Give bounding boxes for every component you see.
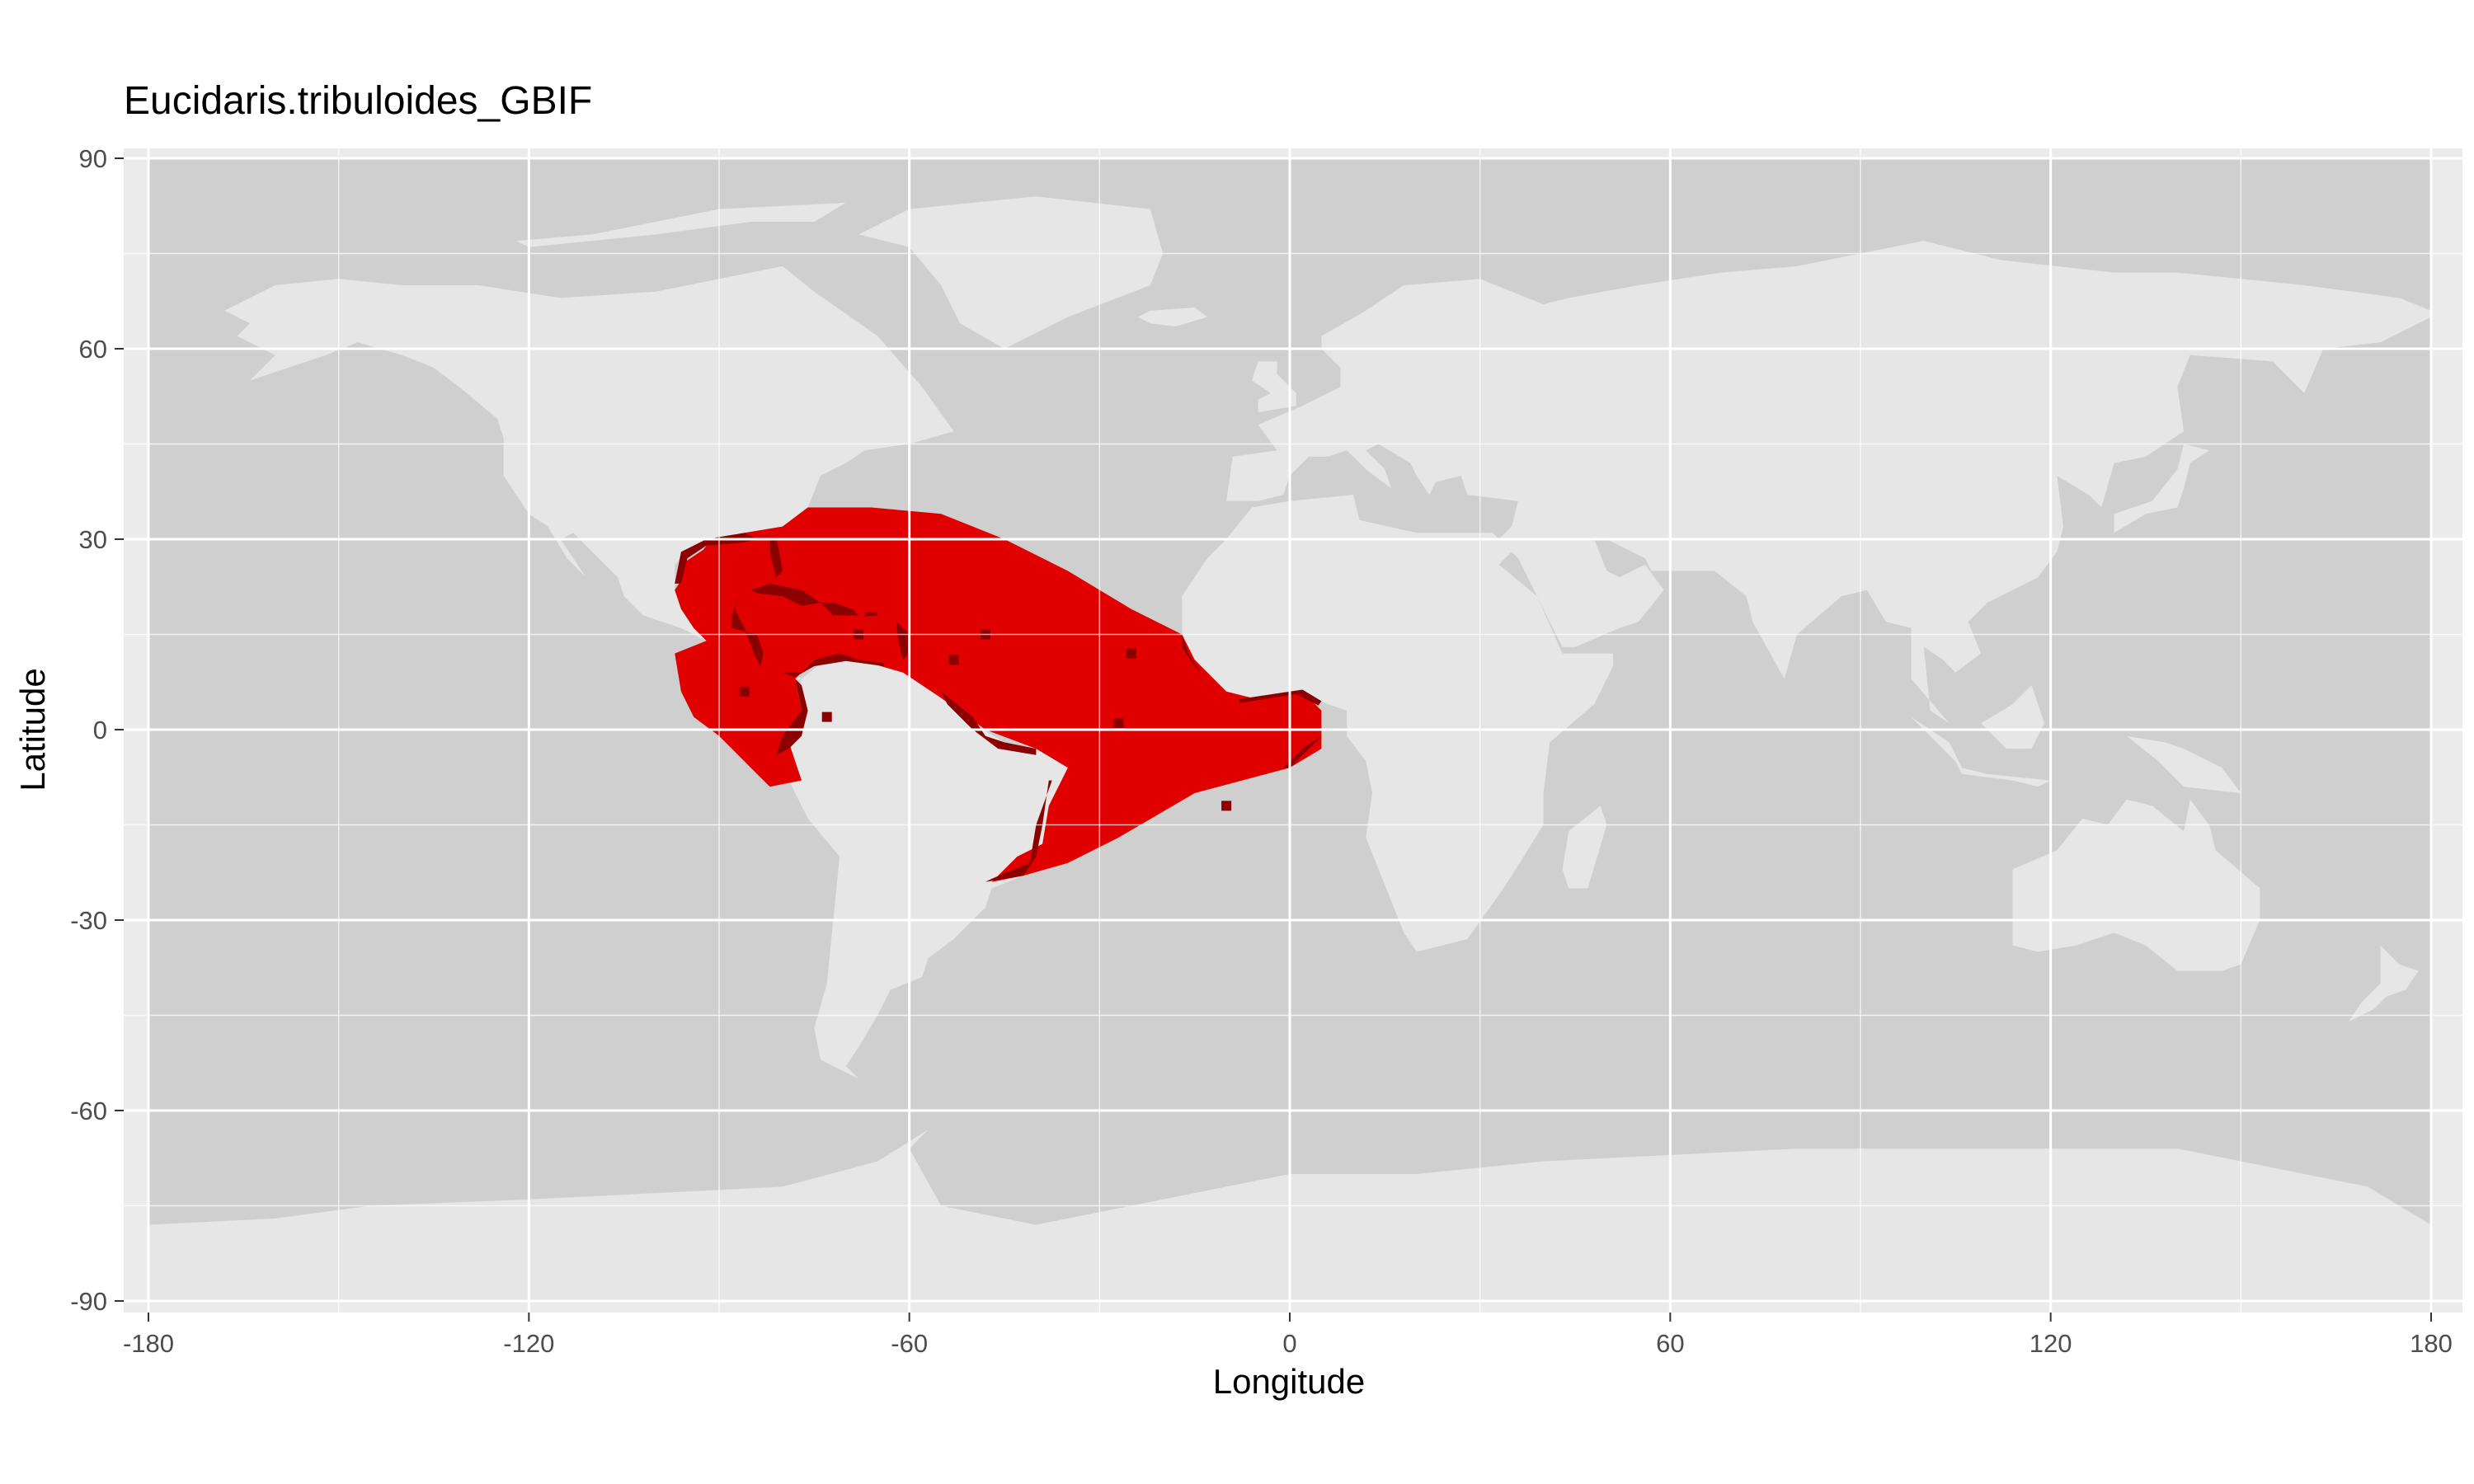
y-tick-label: 30	[79, 525, 107, 554]
x-tick-label: -180	[123, 1329, 174, 1358]
y-tick-label: 90	[79, 144, 107, 173]
land-madagascar	[1562, 805, 1607, 889]
y-axis: -90 -60 -30 0 30 60 90	[70, 144, 124, 1316]
land-eurasia	[1226, 241, 2431, 724]
x-axis-title: Longitude	[1213, 1362, 1366, 1401]
x-tick-label: 120	[2030, 1329, 2072, 1358]
occurrence-cluster-1	[675, 533, 758, 584]
occurrence-cluster-3	[750, 583, 821, 606]
y-axis-title: Latitude	[13, 668, 52, 791]
land-japan	[2114, 444, 2209, 533]
y-tick-label: -30	[70, 906, 107, 935]
land-new-zealand	[2349, 945, 2419, 1022]
occurrence-cell-8	[1221, 801, 1232, 811]
range-main	[675, 507, 1322, 882]
x-tick-label: 0	[1282, 1329, 1296, 1358]
range-florida	[769, 514, 821, 578]
occurrence-cluster-11	[985, 780, 1052, 882]
occurrence-cell-1	[948, 655, 959, 665]
x-tick-label: -120	[503, 1329, 554, 1358]
occurrence-cluster-8	[782, 653, 884, 678]
y-tick-label: -60	[70, 1097, 107, 1125]
land-south-america	[776, 653, 1068, 1079]
occurrence-cluster-2	[769, 539, 783, 578]
grid-lines	[124, 148, 2462, 1313]
occurrence-cell-4	[739, 686, 750, 697]
land-australia	[2012, 799, 2260, 971]
occurrence-cluster-13	[1239, 689, 1322, 706]
occurrence-cluster-14	[1283, 735, 1322, 768]
occurrence-cell-2	[1126, 648, 1136, 659]
occurrence-cluster-7	[731, 596, 764, 666]
x-axis: -180 -120 -60 0 60 120 180	[123, 1313, 2453, 1358]
occurrence-cluster-4	[821, 603, 859, 616]
occurrence-cluster-9	[776, 679, 808, 755]
range-gulf	[680, 539, 770, 590]
x-tick-label: -60	[891, 1329, 928, 1358]
y-tick-label: 60	[79, 335, 107, 364]
occurrence-cluster-10	[941, 691, 1037, 755]
y-tick-label: -90	[70, 1287, 107, 1316]
land-greenland	[858, 196, 1164, 349]
occurrence-cell-7	[1113, 718, 1124, 729]
land-uk	[1251, 361, 1296, 412]
chart-title: Eucidaris.tribuloides_GBIF	[124, 79, 592, 123]
occurrence-cell-5	[821, 711, 832, 722]
y-tick-label: 0	[93, 716, 107, 744]
land-new-guinea	[2126, 735, 2241, 793]
x-tick-label: 180	[2410, 1329, 2453, 1358]
land-arctic-islands	[516, 202, 846, 247]
x-tick-label: 60	[1656, 1329, 1684, 1358]
land-borneo	[1981, 685, 2044, 749]
land-north-america	[224, 265, 954, 686]
land-iceland	[1137, 308, 1207, 326]
occurrence-cluster-6	[896, 622, 910, 660]
occurrence-cluster-5	[864, 612, 878, 617]
